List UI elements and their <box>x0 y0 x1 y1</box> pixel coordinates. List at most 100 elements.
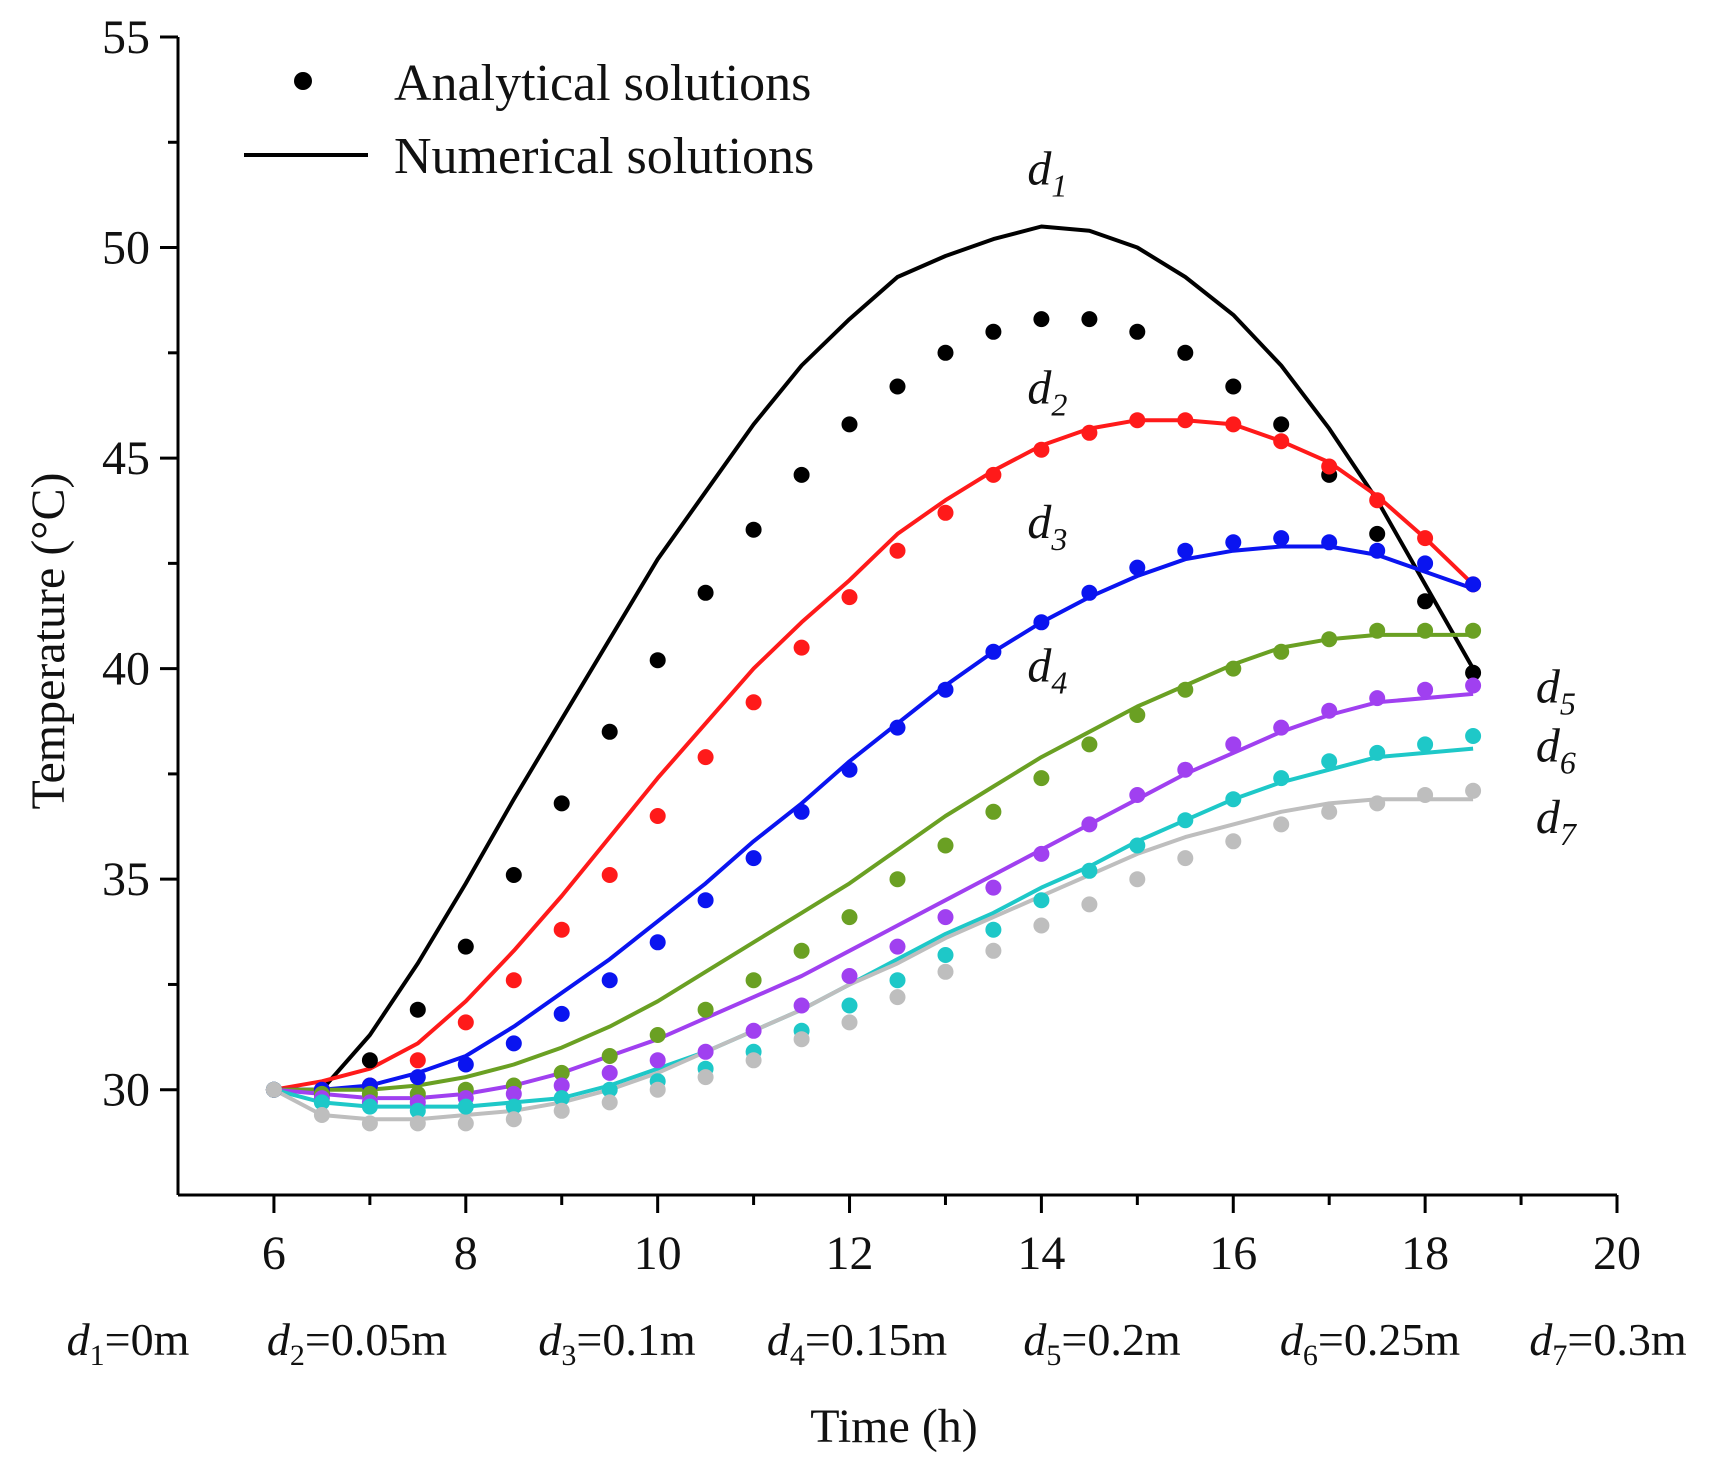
analytical-point-d5 <box>889 938 906 955</box>
analytical-point-d3 <box>1177 542 1194 559</box>
analytical-point-d2 <box>1273 433 1290 450</box>
analytical-point-d1 <box>793 466 810 483</box>
analytical-point-d5 <box>1417 681 1434 698</box>
analytical-point-d6 <box>1369 744 1386 761</box>
analytical-point-d1 <box>457 938 474 955</box>
analytical-point-d2 <box>745 694 762 711</box>
analytical-point-d5 <box>937 909 954 926</box>
analytical-point-d5 <box>1369 690 1386 707</box>
x-axis-label: Time (h) <box>810 1400 978 1453</box>
analytical-point-d3 <box>697 892 714 909</box>
analytical-point-d1 <box>1369 525 1386 542</box>
analytical-point-d7 <box>745 1052 762 1069</box>
analytical-point-d5 <box>1081 816 1098 833</box>
depth-label-d5: d5=0.2m <box>1023 1314 1180 1372</box>
axes: 6 8 10 12 14 16 18 20 30 35 40 45 50 55 <box>102 11 1641 1280</box>
analytical-point-d6 <box>457 1098 474 1115</box>
analytical-point-d1 <box>1225 378 1242 395</box>
analytical-point-d5 <box>505 1085 522 1102</box>
analytical-point-d1 <box>1129 323 1146 340</box>
analytical-point-d5 <box>1225 736 1242 753</box>
analytical-point-d7 <box>1225 833 1242 850</box>
analytical-point-d4 <box>1321 631 1338 648</box>
analytical-point-d4 <box>553 1064 570 1081</box>
analytical-point-d3 <box>1321 534 1338 551</box>
analytical-point-d6 <box>1321 753 1338 770</box>
x-tick-label: 18 <box>1401 1227 1449 1280</box>
analytical-point-d6 <box>1081 862 1098 879</box>
analytical-point-d7 <box>457 1115 474 1132</box>
analytical-point-d6 <box>361 1098 378 1115</box>
analytical-point-d3 <box>553 1005 570 1022</box>
analytical-point-d3 <box>793 803 810 820</box>
analytical-point-d4 <box>1417 622 1434 639</box>
analytical-point-d4 <box>937 837 954 854</box>
curve-label-d6: d6 <box>1536 719 1576 780</box>
x-tick-label: 12 <box>826 1227 874 1280</box>
analytical-point-d7 <box>361 1115 378 1132</box>
analytical-point-d7 <box>1273 816 1290 833</box>
analytical-point-d5 <box>1033 845 1050 862</box>
analytical-point-d4 <box>649 1027 666 1043</box>
analytical-point-d5 <box>1273 719 1290 736</box>
depth-label-d7: d7=0.3m <box>1529 1314 1686 1372</box>
analytical-point-d5 <box>601 1064 618 1081</box>
numerical-line-d4 <box>273 632 1474 1092</box>
analytical-point-d7 <box>937 963 954 980</box>
legend-numerical-label: Numerical solutions <box>394 128 814 185</box>
analytical-point-d3 <box>1033 614 1050 631</box>
analytical-point-d6 <box>313 1094 330 1111</box>
analytical-point-d6 <box>1225 791 1242 808</box>
analytical-point-d1 <box>1081 311 1098 328</box>
analytical-point-d1 <box>937 344 954 361</box>
analytical-point-d6 <box>409 1102 426 1119</box>
analytical-point-d3 <box>937 681 954 698</box>
analytical-point-d5 <box>1129 787 1146 803</box>
analytical-point-d3 <box>601 972 618 989</box>
depth-label-d4: d4=0.15m <box>767 1314 947 1372</box>
analytical-point-d1 <box>1417 593 1434 610</box>
analytical-point-d1 <box>697 584 714 601</box>
analytical-point-d7 <box>1417 787 1434 803</box>
analytical-point-d7 <box>601 1094 618 1111</box>
analytical-point-d7 <box>1081 896 1098 913</box>
analytical-point-d5 <box>1465 677 1482 694</box>
y-tick-label: 45 <box>102 432 150 485</box>
analytical-point-d7 <box>505 1111 522 1128</box>
analytical-point-d2 <box>841 589 858 606</box>
analytical-point-d1 <box>409 1001 426 1018</box>
analytical-point-d6 <box>601 1081 618 1098</box>
analytical-point-d2 <box>1033 441 1050 458</box>
analytical-point-d3 <box>409 1069 426 1086</box>
legend-dot-marker <box>294 72 312 90</box>
analytical-point-d5 <box>553 1077 570 1094</box>
numerical-line-d3 <box>273 544 1474 1092</box>
x-tick-label: 10 <box>634 1227 682 1280</box>
analytical-point-d3 <box>841 761 858 778</box>
numerical-line-d5 <box>273 691 1474 1101</box>
analytical-point-d3 <box>889 719 906 736</box>
y-tick-label: 40 <box>102 643 150 696</box>
analytical-point-d7 <box>553 1102 570 1119</box>
analytical-point-d6 <box>1033 892 1050 909</box>
analytical-point-d5 <box>1177 761 1194 778</box>
analytical-point-d7 <box>649 1081 666 1098</box>
analytical-point-d7 <box>889 989 906 1006</box>
numerical-line-d7 <box>272 797 1474 1122</box>
y-tick-label: 35 <box>102 853 150 906</box>
analytical-point-d7 <box>265 1081 282 1098</box>
analytical-point-d6 <box>841 997 858 1014</box>
analytical-point-d3 <box>1417 555 1434 572</box>
analytical-point-d4 <box>841 909 858 926</box>
analytical-point-d3 <box>457 1056 474 1073</box>
curve-label-d7: d7 <box>1536 791 1578 852</box>
analytical-point-d1 <box>1033 311 1050 328</box>
legend-analytical-label: Analytical solutions <box>394 55 811 112</box>
y-tick-label: 55 <box>102 11 150 64</box>
analytical-point-d4 <box>697 1001 714 1018</box>
y-tick-label: 50 <box>102 222 150 275</box>
analytical-point-d7 <box>1033 917 1050 934</box>
numerical-line-d6 <box>273 746 1474 1109</box>
analytical-point-d1 <box>361 1052 378 1069</box>
analytical-point-d6 <box>553 1090 570 1107</box>
